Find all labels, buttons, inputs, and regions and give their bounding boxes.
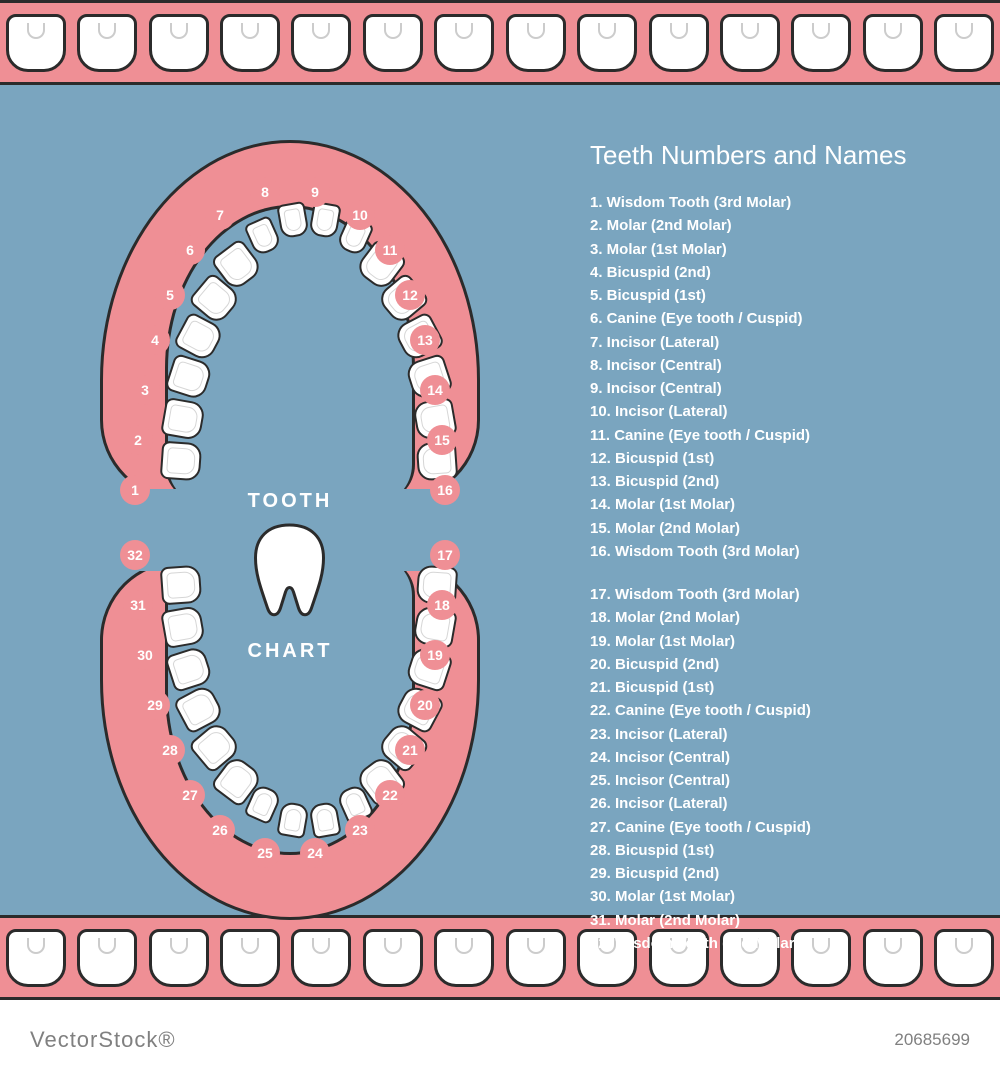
border-tooth <box>791 14 851 72</box>
tooth-number-29: 29 <box>140 690 170 720</box>
legend-item-28: 28. Bicuspid (1st) <box>590 839 970 862</box>
label-tooth: TOOTH <box>248 490 333 513</box>
tooth-number-10: 10 <box>345 200 375 230</box>
legend-item-8: 8. Incisor (Central) <box>590 354 970 377</box>
legend-item-20: 20. Bicuspid (2nd) <box>590 653 970 676</box>
legend-item-14: 14. Molar (1st Molar) <box>590 493 970 516</box>
tooth-number-22: 22 <box>375 780 405 810</box>
border-tooth <box>434 14 494 72</box>
legend-item-4: 4. Bicuspid (2nd) <box>590 261 970 284</box>
legend-item-32: 32. Wisdom Tooth (3rd Molar) <box>590 932 970 955</box>
border-tooth <box>291 14 351 72</box>
tooth-number-18: 18 <box>427 590 457 620</box>
legend-item-24: 24. Incisor (Central) <box>590 746 970 769</box>
legend-item-11: 11. Canine (Eye tooth / Cuspid) <box>590 424 970 447</box>
legend-panel: Teeth Numbers and Names 1. Wisdom Tooth … <box>590 140 970 975</box>
tooth-number-25: 25 <box>250 838 280 868</box>
tooth-number-30: 30 <box>130 640 160 670</box>
watermark-id: 20685699 <box>894 1030 970 1050</box>
legend-item-17: 17. Wisdom Tooth (3rd Molar) <box>590 583 970 606</box>
tooth-number-13: 13 <box>410 325 440 355</box>
border-tooth <box>6 14 66 72</box>
legend-item-30: 30. Molar (1st Molar) <box>590 885 970 908</box>
legend-item-13: 13. Bicuspid (2nd) <box>590 470 970 493</box>
tooth-number-1: 1 <box>120 475 150 505</box>
legend-item-12: 12. Bicuspid (1st) <box>590 447 970 470</box>
tooth-number-2: 2 <box>123 425 153 455</box>
tooth-number-15: 15 <box>427 425 457 455</box>
legend-item-31: 31. Molar (2nd Molar) <box>590 909 970 932</box>
legend-item-2: 2. Molar (2nd Molar) <box>590 214 970 237</box>
legend-item-26: 26. Incisor (Lateral) <box>590 792 970 815</box>
legend-item-9: 9. Incisor (Central) <box>590 377 970 400</box>
tooth-number-32: 32 <box>120 540 150 570</box>
tooth-number-23: 23 <box>345 815 375 845</box>
tooth-number-9: 9 <box>300 177 330 207</box>
border-tooth <box>363 14 423 72</box>
tooth-number-24: 24 <box>300 838 330 868</box>
legend-item-7: 7. Incisor (Lateral) <box>590 331 970 354</box>
border-tooth <box>720 14 780 72</box>
arch-tooth <box>160 565 203 606</box>
legend-title: Teeth Numbers and Names <box>590 140 970 171</box>
legend-item-1: 1. Wisdom Tooth (3rd Molar) <box>590 191 970 214</box>
tooth-number-4: 4 <box>140 325 170 355</box>
tooth-number-28: 28 <box>155 735 185 765</box>
legend-group-upper: 1. Wisdom Tooth (3rd Molar)2. Molar (2nd… <box>590 191 970 563</box>
tooth-number-6: 6 <box>175 235 205 265</box>
legend-item-10: 10. Incisor (Lateral) <box>590 400 970 423</box>
tooth-number-31: 31 <box>123 590 153 620</box>
tooth-number-19: 19 <box>420 640 450 670</box>
watermark-logo: VectorStock® <box>30 1027 176 1053</box>
tooth-number-27: 27 <box>175 780 205 810</box>
arch-tooth <box>276 801 309 839</box>
center-tooth-icon <box>248 520 333 620</box>
tooth-number-12: 12 <box>395 280 425 310</box>
tooth-number-26: 26 <box>205 815 235 845</box>
tooth-number-11: 11 <box>375 235 405 265</box>
tooth-number-8: 8 <box>250 177 280 207</box>
legend-item-21: 21. Bicuspid (1st) <box>590 676 970 699</box>
tooth-number-20: 20 <box>410 690 440 720</box>
legend-group-lower: 17. Wisdom Tooth (3rd Molar)18. Molar (2… <box>590 583 970 955</box>
legend-item-18: 18. Molar (2nd Molar) <box>590 606 970 629</box>
legend-item-15: 15. Molar (2nd Molar) <box>590 517 970 540</box>
legend-item-6: 6. Canine (Eye tooth / Cuspid) <box>590 307 970 330</box>
legend-item-29: 29. Bicuspid (2nd) <box>590 862 970 885</box>
border-tooth <box>506 14 566 72</box>
border-tooth <box>577 14 637 72</box>
label-chart: CHART <box>248 640 333 663</box>
tooth-number-5: 5 <box>155 280 185 310</box>
legend-item-3: 3. Molar (1st Molar) <box>590 238 970 261</box>
tooth-number-21: 21 <box>395 735 425 765</box>
upper-arch <box>100 140 480 500</box>
legend-item-16: 16. Wisdom Tooth (3rd Molar) <box>590 540 970 563</box>
tooth-number-14: 14 <box>420 375 450 405</box>
legend-item-25: 25. Incisor (Central) <box>590 769 970 792</box>
top-teeth-border <box>0 0 1000 85</box>
tooth-number-16: 16 <box>430 475 460 505</box>
border-tooth <box>220 14 280 72</box>
legend-item-23: 23. Incisor (Lateral) <box>590 723 970 746</box>
legend-item-19: 19. Molar (1st Molar) <box>590 630 970 653</box>
tooth-number-7: 7 <box>205 200 235 230</box>
legend-item-27: 27. Canine (Eye tooth / Cuspid) <box>590 816 970 839</box>
footer: VectorStock® 20685699 <box>0 1000 1000 1080</box>
legend-item-22: 22. Canine (Eye tooth / Cuspid) <box>590 699 970 722</box>
arch-tooth <box>160 441 203 482</box>
tooth-number-17: 17 <box>430 540 460 570</box>
tooth-chart-diagram: TOOTH CHART 1234567891011121314151617181… <box>40 120 540 940</box>
legend-item-5: 5. Bicuspid (1st) <box>590 284 970 307</box>
border-tooth <box>863 14 923 72</box>
tooth-number-3: 3 <box>130 375 160 405</box>
border-tooth <box>149 14 209 72</box>
border-tooth <box>934 14 994 72</box>
border-tooth <box>649 14 709 72</box>
border-tooth <box>77 14 137 72</box>
